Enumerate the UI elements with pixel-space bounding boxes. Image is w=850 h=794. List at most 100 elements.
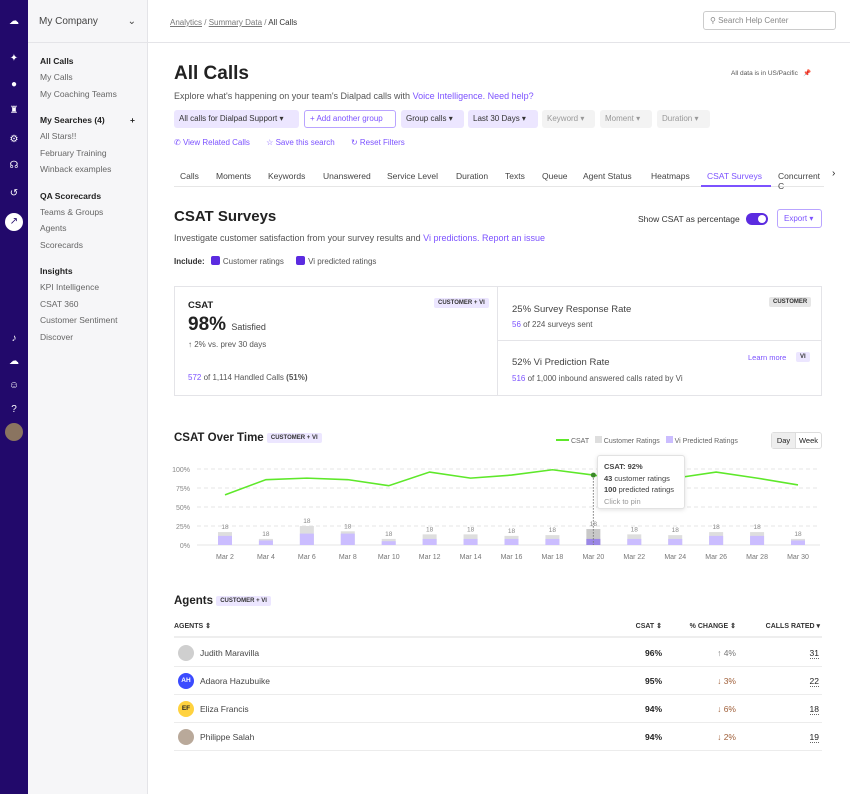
tab[interactable]: Calls (180, 171, 199, 181)
view-related-calls[interactable]: ✆ View Related Calls (174, 138, 250, 147)
tab[interactable]: Duration (456, 171, 489, 181)
x-tick-label: Mar 26 (705, 554, 727, 561)
table-row[interactable]: EF Eliza Francis 94% ↓ 6% 18 (174, 695, 822, 723)
vi-predictions-link[interactable]: Vi predictions. (423, 233, 480, 243)
sidebar-item[interactable]: Winback examples (40, 164, 112, 174)
gear-icon[interactable]: ⚙ (9, 134, 19, 145)
sidebar-section[interactable]: All Calls (40, 56, 74, 66)
tab[interactable]: Service Level (387, 171, 439, 181)
history-icon[interactable]: ↺ (9, 188, 19, 199)
sidebar-item[interactable]: All Stars!! (40, 131, 77, 141)
bar-label: 18 (631, 526, 639, 533)
sidebar-section[interactable]: QA Scorecards (40, 190, 102, 201)
bell-icon[interactable]: ♪ (11, 333, 17, 344)
sidebar-item[interactable]: Discover (40, 331, 74, 342)
table-row[interactable]: AH Adaora Hazubuike 95% ↓ 3% 22 (174, 667, 822, 695)
help-icon[interactable]: ? (11, 404, 17, 415)
company-selector[interactable]: My Company ⌄ (28, 0, 147, 43)
sort-agents[interactable]: AGENTS ⇕ (174, 623, 211, 630)
sort-csat[interactable]: CSAT ⇕ (635, 623, 662, 630)
sidebar-item[interactable]: My Coaching Teams (40, 88, 117, 99)
vi-ratings-bar (422, 538, 437, 545)
x-tick-label: Mar 28 (746, 554, 768, 561)
sidebar-item[interactable]: Customer Sentiment (40, 315, 118, 325)
office-icon[interactable]: ♜ (9, 105, 19, 116)
table-row[interactable]: Judith Maravilla 96% ↑ 4% 31 (174, 639, 822, 667)
headset-icon[interactable]: ☊ (9, 160, 19, 171)
reset-filters[interactable]: ↻ Reset Filters (350, 138, 405, 147)
agent-calls-rated[interactable]: 31 (809, 648, 819, 659)
sidebar-item[interactable]: Scorecards (40, 239, 83, 250)
agent-calls-rated[interactable]: 19 (809, 732, 819, 743)
tab[interactable]: Agent Status (583, 171, 632, 181)
sparkle-icon[interactable]: ✦ (9, 53, 19, 64)
breadcrumb-summary[interactable]: Summary Data (208, 18, 263, 27)
tabs-scroll-right[interactable]: › (832, 168, 836, 179)
percentage-toggle[interactable] (746, 213, 768, 225)
filter-chip[interactable]: Last 30 Days ▾ (468, 110, 538, 128)
table-row[interactable]: Philippe Salah 94% ↓ 2% 19 (174, 723, 822, 751)
x-tick-label: Mar 30 (787, 554, 809, 561)
smiley-icon[interactable]: ☺ (8, 380, 20, 391)
tab[interactable]: Keywords (268, 171, 306, 181)
report-issue-link[interactable]: Report an issue (482, 233, 546, 243)
tab[interactable]: Moments (216, 171, 251, 181)
tab[interactable]: Texts (505, 171, 525, 181)
filter-chip[interactable]: Keyword ▾ (542, 110, 595, 128)
sidebar-item[interactable]: KPI Intelligence (40, 282, 100, 292)
breadcrumb-analytics[interactable]: Analytics (170, 18, 203, 27)
filter-chip[interactable]: Moment ▾ (600, 110, 652, 128)
tab[interactable]: Heatmaps (651, 171, 690, 181)
sidebar-section[interactable]: My Searches (4) + (28, 112, 147, 128)
filter-chip[interactable]: Group calls ▾ (401, 110, 464, 128)
tab[interactable]: Queue (542, 171, 568, 181)
tab[interactable]: Unanswered (323, 171, 371, 181)
sidebar-item[interactable]: Agents (40, 223, 67, 233)
y-tick-label: 50% (176, 505, 190, 512)
filter-chip[interactable]: All calls for Dialpad Support ▾ (174, 110, 299, 128)
help-link[interactable]: Voice Intelligence. Need help? (412, 91, 534, 101)
agent-name[interactable]: Adaora Hazubuike (200, 676, 270, 686)
vi-ratings-bar (668, 538, 683, 545)
vi-ratings-checkbox[interactable] (296, 256, 306, 265)
sidebar-item[interactable]: Teams & Groups (40, 206, 104, 217)
agent-csat: 95% (644, 676, 662, 686)
actions-row: ✆ View Related Calls ☆ Save this search … (174, 138, 405, 147)
plus-icon[interactable]: + (130, 115, 135, 125)
sort-calls-rated[interactable]: CALLS RATED ▾ (765, 623, 820, 630)
day-button[interactable]: Day (772, 433, 795, 448)
vi-ratings-bar (463, 538, 478, 545)
hover-point (590, 472, 596, 478)
search-input[interactable]: ⚲ Search Help Center (703, 11, 836, 30)
pin-icon[interactable]: 📌 (803, 70, 812, 77)
dialpad-icon[interactable]: ☁ (9, 356, 19, 367)
tab[interactable]: CSAT Surveys (707, 171, 762, 181)
learn-more-link[interactable]: Learn more (748, 353, 787, 362)
analytics-icon[interactable]: ↗ (5, 213, 23, 231)
agent-calls-rated[interactable]: 22 (809, 676, 819, 687)
bar-label: 18 (753, 524, 761, 531)
filter-chip[interactable]: Duration ▾ (657, 110, 710, 128)
agent-name[interactable]: Philippe Salah (200, 732, 255, 742)
week-button[interactable]: Week (795, 433, 821, 448)
sidebar-section[interactable]: Insights (40, 266, 73, 276)
contact-icon[interactable]: ● (10, 79, 18, 90)
save-search[interactable]: ☆ Save this search (266, 138, 335, 147)
tab[interactable]: Concurrent C (778, 171, 821, 191)
chart-tooltip: CSAT: 92% 43 customer ratings 100 predic… (597, 455, 685, 509)
vi-ratings-bar (218, 535, 232, 545)
export-button[interactable]: Export ▾ (777, 209, 822, 228)
agent-name[interactable]: Judith Maravilla (200, 648, 260, 658)
sort-change[interactable]: % CHANGE ⇕ (689, 623, 736, 630)
avatar[interactable] (5, 423, 23, 441)
customer-ratings-checkbox[interactable] (210, 256, 220, 265)
icon-rail: ☁ ✦ ● ♜ ⚙ ☊ ↺ ↗ ♪ ☁ ☺ ? (0, 0, 28, 794)
sidebar-item[interactable]: February Training (40, 147, 107, 158)
agent-name[interactable]: Eliza Francis (200, 704, 249, 714)
agent-calls-rated[interactable]: 18 (809, 704, 819, 715)
filter-chip[interactable]: + Add another group (304, 110, 396, 128)
sidebar-item[interactable]: My Calls (40, 72, 73, 82)
sidebar-item[interactable]: CSAT 360 (40, 298, 79, 309)
agent-change: ↑ 4% (717, 648, 736, 658)
dialpad-logo-icon[interactable]: ☁ (9, 16, 19, 27)
